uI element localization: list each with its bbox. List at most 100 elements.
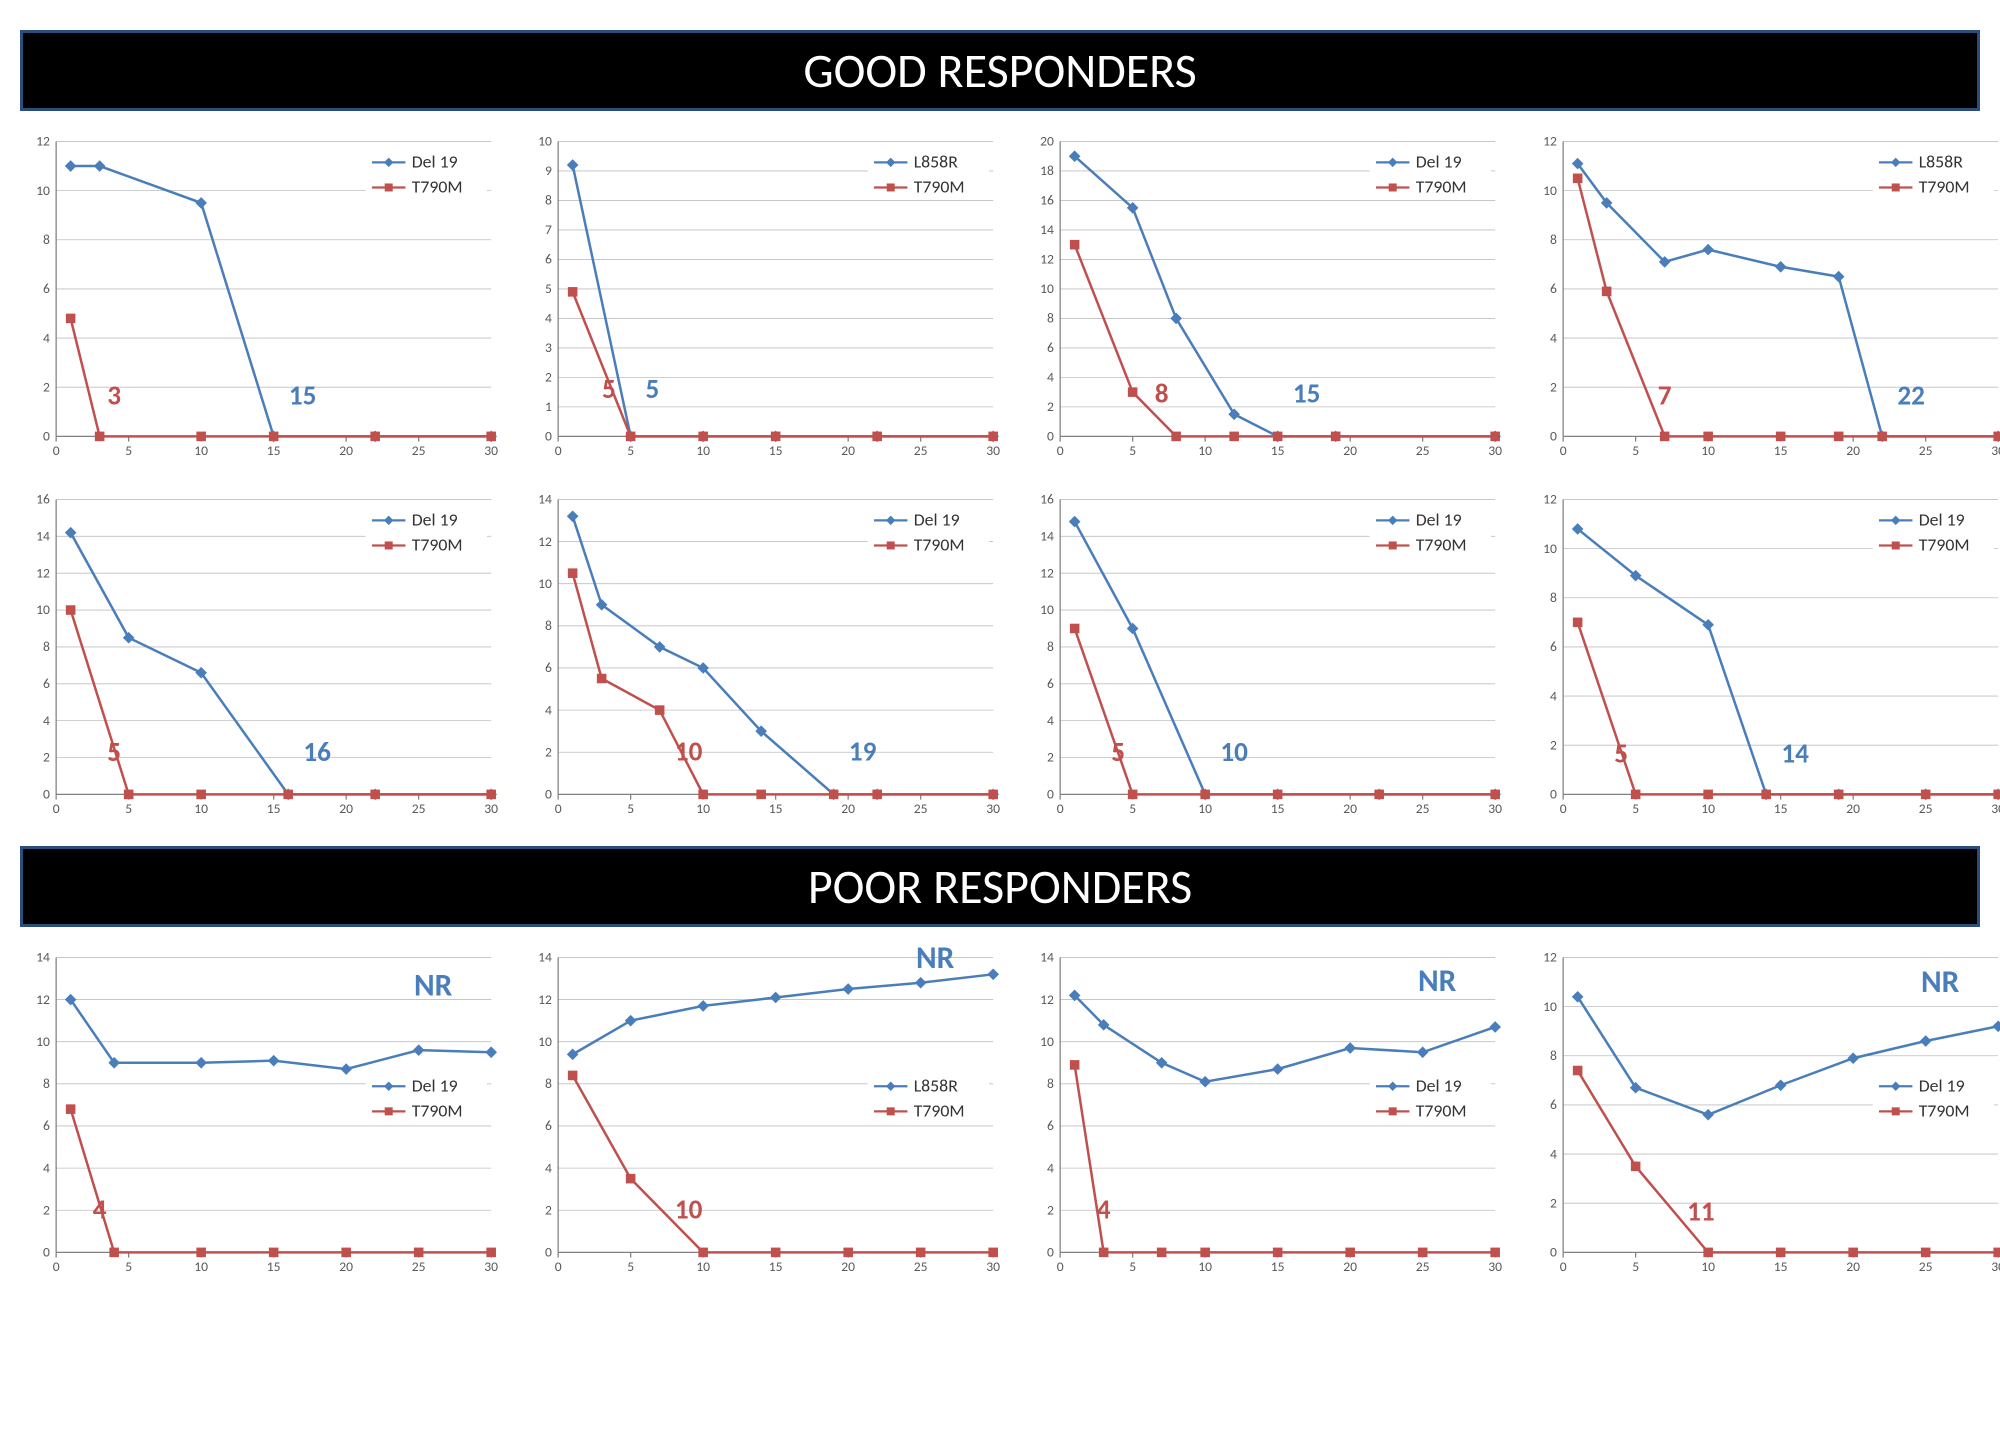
svg-text:4: 4 bbox=[1047, 1159, 1054, 1176]
marker-square bbox=[1347, 1249, 1355, 1257]
svg-text:18: 18 bbox=[1041, 162, 1055, 179]
svg-text:6: 6 bbox=[1047, 675, 1054, 692]
chart-svg: 024681012051015202530Del 19T790M315 bbox=[20, 131, 502, 464]
annotation: NR bbox=[414, 967, 453, 1005]
legend-label: T790M bbox=[1918, 176, 1969, 198]
svg-text:6: 6 bbox=[43, 280, 50, 297]
svg-text:0: 0 bbox=[53, 442, 60, 459]
marker-diamond bbox=[341, 1065, 350, 1074]
marker-square bbox=[1573, 1067, 1581, 1075]
marker-square bbox=[1231, 432, 1239, 440]
annotation: NR bbox=[1418, 962, 1457, 1000]
marker-square bbox=[67, 606, 75, 614]
marker-square bbox=[1878, 432, 1886, 440]
marker-diamond bbox=[1128, 623, 1137, 632]
svg-text:8: 8 bbox=[545, 192, 552, 209]
svg-text:0: 0 bbox=[1047, 428, 1054, 445]
marker-square bbox=[1173, 432, 1181, 440]
legend-label: Del 19 bbox=[1918, 1075, 1964, 1097]
chart-svg: 012345678910051015202530L858RT790M55 bbox=[522, 131, 1004, 464]
svg-text:10: 10 bbox=[1199, 1258, 1213, 1275]
svg-text:10: 10 bbox=[36, 1033, 50, 1050]
annotation: 5 bbox=[646, 373, 660, 406]
svg-text:10: 10 bbox=[1543, 539, 1557, 556]
svg-text:10: 10 bbox=[1543, 998, 1557, 1015]
marker-diamond bbox=[699, 1001, 708, 1010]
svg-text:10: 10 bbox=[1701, 442, 1715, 459]
svg-text:0: 0 bbox=[555, 442, 562, 459]
marker-diamond bbox=[196, 198, 205, 207]
svg-text:4: 4 bbox=[1550, 687, 1557, 704]
svg-text:10: 10 bbox=[697, 1258, 711, 1275]
svg-text:8: 8 bbox=[43, 638, 50, 655]
legend-label: T790M bbox=[1918, 533, 1969, 555]
svg-text:10: 10 bbox=[538, 133, 552, 150]
annotation: 5 bbox=[1614, 737, 1628, 770]
annotation: 19 bbox=[849, 735, 877, 768]
svg-text:10: 10 bbox=[1041, 601, 1055, 618]
marker-square bbox=[873, 432, 881, 440]
svg-text:15: 15 bbox=[267, 1258, 281, 1275]
chart-panel: 02468101214051015202530Del 19T790M4NR bbox=[1024, 947, 1506, 1285]
svg-text:4: 4 bbox=[1047, 369, 1054, 386]
svg-text:15: 15 bbox=[1773, 442, 1787, 459]
svg-text:10: 10 bbox=[36, 182, 50, 199]
marker-square bbox=[1376, 790, 1384, 798]
marker-square bbox=[1994, 432, 2000, 440]
marker-square bbox=[1994, 790, 2000, 798]
annotation: 22 bbox=[1897, 379, 1925, 412]
svg-text:20: 20 bbox=[842, 800, 856, 817]
svg-text:5: 5 bbox=[125, 442, 132, 459]
marker-square bbox=[1274, 1249, 1282, 1257]
marker-diamond bbox=[414, 1046, 423, 1055]
svg-text:20: 20 bbox=[339, 442, 353, 459]
svg-text:0: 0 bbox=[1550, 428, 1557, 445]
legend-label: Del 19 bbox=[412, 508, 458, 530]
svg-text:25: 25 bbox=[1416, 800, 1430, 817]
marker-square bbox=[1921, 790, 1929, 798]
chart-svg: 0246810121416051015202530Del 19T790M516 bbox=[20, 489, 502, 822]
marker-square bbox=[917, 1249, 925, 1257]
marker-square bbox=[627, 432, 635, 440]
legend-label: T790M bbox=[412, 176, 463, 198]
svg-text:8: 8 bbox=[545, 1075, 552, 1092]
svg-text:10: 10 bbox=[1543, 182, 1557, 199]
chart-panel: 024681012051015202530Del 19T790M315 bbox=[20, 131, 502, 469]
marker-square bbox=[371, 432, 379, 440]
marker-diamond bbox=[568, 511, 577, 520]
svg-text:20: 20 bbox=[1846, 442, 1860, 459]
marker-diamond bbox=[568, 160, 577, 169]
svg-text:25: 25 bbox=[412, 1258, 426, 1275]
annotation: 10 bbox=[1221, 736, 1249, 769]
svg-text:8: 8 bbox=[1047, 1075, 1054, 1092]
svg-text:6: 6 bbox=[1550, 1096, 1557, 1113]
svg-text:6: 6 bbox=[545, 659, 552, 676]
svg-text:15: 15 bbox=[1271, 800, 1285, 817]
svg-text:14: 14 bbox=[538, 490, 552, 507]
svg-text:25: 25 bbox=[1919, 1258, 1933, 1275]
marker-square bbox=[1202, 1249, 1210, 1257]
marker-square bbox=[487, 790, 495, 798]
svg-text:20: 20 bbox=[339, 800, 353, 817]
marker-square bbox=[569, 1072, 577, 1080]
svg-text:2: 2 bbox=[43, 748, 50, 765]
svg-text:5: 5 bbox=[1130, 442, 1137, 459]
svg-text:15: 15 bbox=[1773, 800, 1787, 817]
svg-text:10: 10 bbox=[1041, 1033, 1055, 1050]
svg-text:10: 10 bbox=[36, 601, 50, 618]
marker-square bbox=[1834, 432, 1842, 440]
annotation: 10 bbox=[675, 735, 703, 768]
legend-label: T790M bbox=[914, 176, 965, 198]
marker-square bbox=[1776, 1249, 1784, 1257]
marker-square bbox=[699, 1249, 707, 1257]
marker-diamond bbox=[1070, 516, 1079, 525]
legend-label: Del 19 bbox=[1918, 508, 1964, 530]
marker-square bbox=[1419, 1249, 1427, 1257]
marker-square bbox=[371, 790, 379, 798]
svg-text:6: 6 bbox=[43, 1117, 50, 1134]
legend-label: T790M bbox=[1416, 1100, 1467, 1122]
svg-text:25: 25 bbox=[914, 1258, 928, 1275]
series-line bbox=[573, 974, 994, 1054]
chart-panel: 02468101214051015202530L858RT790M10NR bbox=[522, 947, 1004, 1285]
marker-square bbox=[1776, 432, 1784, 440]
